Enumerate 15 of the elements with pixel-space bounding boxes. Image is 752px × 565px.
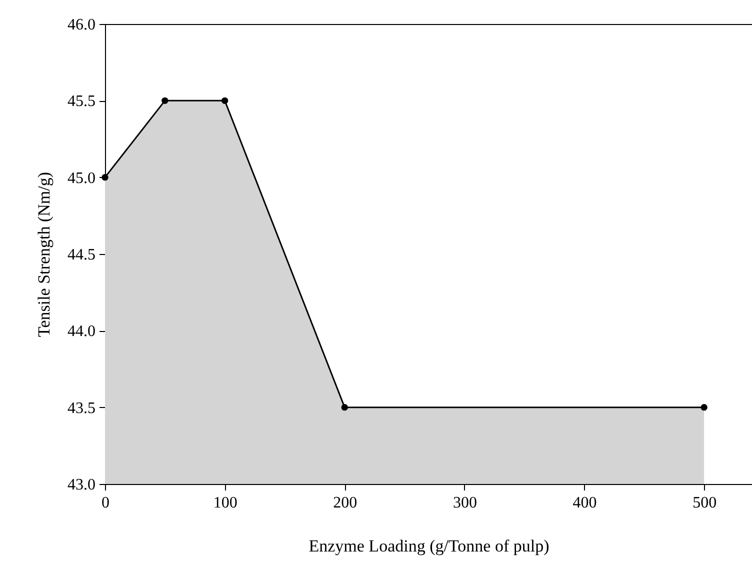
y-tick-label: 45.5: [68, 93, 96, 110]
x-tick-label: 400: [572, 494, 597, 512]
y-tick-label: 46.0: [68, 16, 96, 34]
y-tick-label: 45.0: [68, 170, 96, 187]
y-tick-label: 43.0: [68, 476, 96, 494]
y-tick-label: 44.5: [68, 246, 96, 264]
x-axis-title: Enzyme Loading (g/Tonne of pulp): [308, 536, 550, 556]
x-tick-label: 500: [692, 494, 717, 512]
y-tick-label: 44.0: [68, 323, 96, 340]
y-axis-title: Tensile Strength (Nm/g): [34, 172, 54, 338]
x-tick-label: 200: [333, 494, 358, 512]
x-tick-label: 100: [213, 494, 238, 512]
x-tick-label: 0: [102, 494, 110, 512]
x-tick-label: 300: [452, 494, 477, 512]
y-tick-label: 43.5: [68, 400, 96, 417]
